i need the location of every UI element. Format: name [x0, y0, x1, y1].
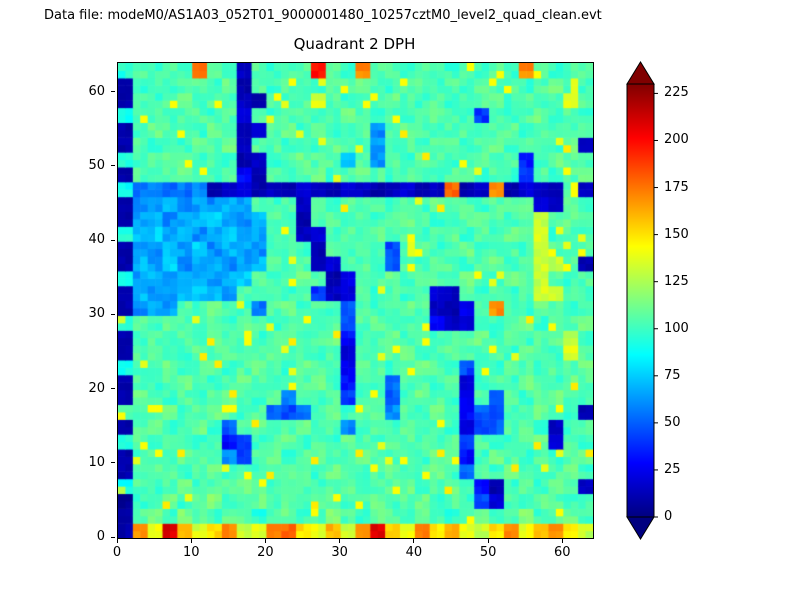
colorbar-tick-label: 200 — [664, 132, 689, 148]
datafile-text: Data file: modeM0/AS1A03_052T01_90000014… — [44, 8, 602, 23]
plot-title: Quadrant 2 DPH — [293, 35, 416, 53]
x-tick-mark — [116, 539, 118, 543]
x-tick-mark — [264, 539, 266, 543]
x-tick-label: 60 — [554, 545, 571, 560]
y-tick-mark — [111, 91, 115, 93]
colorbar-tick-label: 50 — [664, 414, 681, 430]
y-tick-mark — [111, 239, 115, 241]
colorbar-tick-label: 0 — [664, 509, 673, 524]
x-tick-label: 20 — [257, 545, 274, 560]
x-tick-label: 10 — [182, 545, 200, 560]
y-tick-mark — [111, 462, 115, 464]
y-tick-mark — [111, 388, 115, 390]
colorbar-tick-label: 125 — [664, 273, 689, 289]
colorbar-tick-label: 175 — [664, 179, 689, 195]
y-tick-label: 60 — [88, 83, 105, 99]
colorbar-tick-label: 100 — [664, 320, 689, 336]
x-tick-mark — [561, 539, 563, 543]
y-tick-mark — [111, 536, 115, 538]
x-tick-mark — [413, 539, 415, 543]
heatmap-canvas — [118, 63, 593, 538]
y-tick-mark — [111, 165, 115, 167]
x-tick-label: 0 — [112, 545, 122, 560]
x-tick-label: 30 — [331, 545, 348, 560]
colorbar — [625, 58, 665, 544]
colorbar-tick-label: 225 — [664, 85, 689, 101]
y-tick-label: 0 — [96, 529, 105, 544]
colorbar-tick-label: 150 — [664, 226, 689, 242]
x-tick-mark — [190, 539, 192, 543]
x-tick-label: 50 — [479, 545, 497, 560]
x-tick-mark — [339, 539, 341, 543]
y-tick-label: 10 — [88, 454, 105, 470]
y-tick-label: 30 — [88, 306, 105, 322]
x-tick-mark — [487, 539, 489, 543]
y-tick-label: 50 — [88, 157, 105, 173]
y-tick-label: 20 — [88, 380, 105, 396]
x-tick-label: 40 — [405, 545, 423, 560]
colorbar-tick-label: 75 — [664, 367, 681, 383]
y-tick-mark — [111, 313, 115, 315]
plot-area — [117, 62, 594, 539]
colorbar-tick-label: 25 — [664, 461, 681, 477]
y-tick-label: 40 — [88, 232, 105, 248]
